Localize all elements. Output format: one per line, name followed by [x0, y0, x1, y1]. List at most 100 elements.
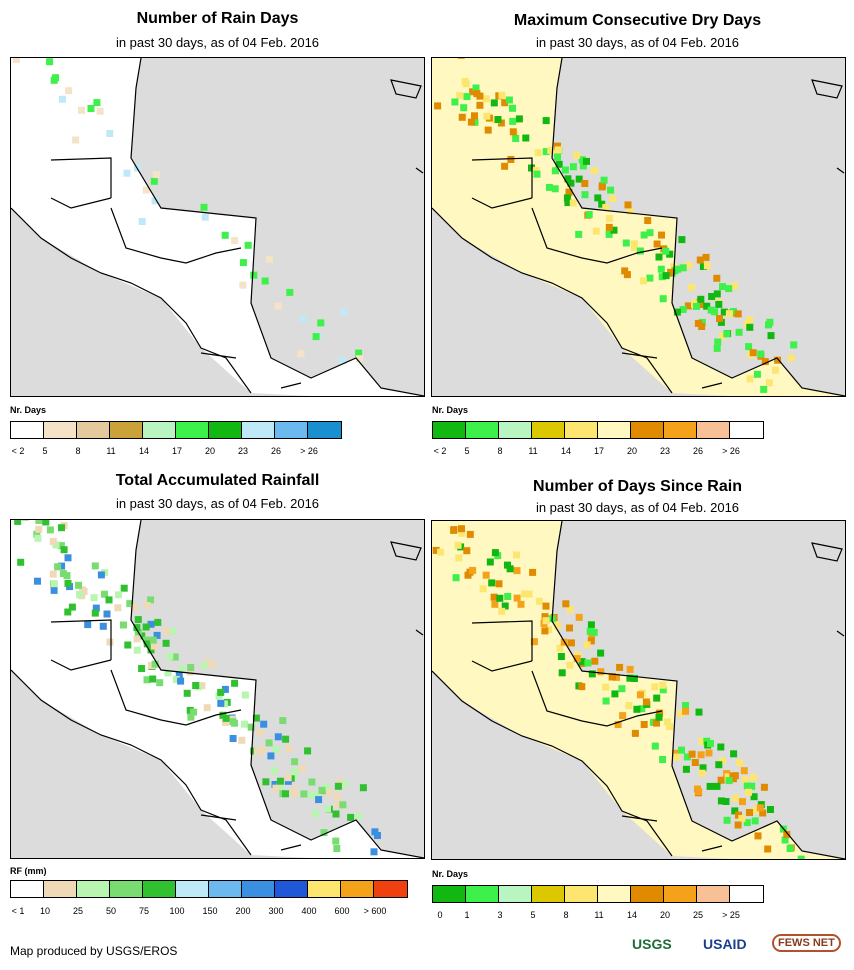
panel-1-legend [10, 421, 342, 439]
data-cell [729, 775, 737, 783]
data-cell [80, 588, 88, 595]
legend-tick-label: 600 [334, 906, 350, 916]
data-cell [699, 263, 707, 270]
data-cell [120, 621, 127, 629]
land-mass [432, 521, 845, 859]
data-cell [229, 735, 237, 742]
data-cell [106, 130, 114, 137]
legend-swatch [275, 422, 308, 438]
data-cell [57, 542, 65, 550]
pacific-coastline [11, 207, 252, 394]
data-cell [498, 91, 506, 99]
dry-days-map[interactable] [431, 57, 846, 397]
data-cell [619, 712, 627, 720]
data-cell [751, 817, 759, 825]
data-cell [666, 723, 673, 731]
data-cell [759, 809, 767, 817]
map-canvas [11, 58, 424, 396]
data-cell [655, 713, 663, 721]
data-cell [575, 230, 583, 238]
days-since-rain-map[interactable] [431, 520, 846, 860]
data-cell [513, 594, 521, 602]
data-cell [692, 302, 700, 310]
data-cell [72, 136, 80, 144]
data-cell [332, 837, 340, 845]
data-cell [631, 729, 639, 737]
legend-tick-label: 14 [560, 446, 572, 456]
data-cell [592, 227, 600, 235]
data-cell [221, 685, 229, 693]
data-cell [338, 357, 346, 365]
data-cell [677, 710, 685, 718]
data-cell [501, 99, 509, 107]
data-cell [150, 642, 158, 650]
data-cell [630, 240, 638, 248]
data-cell [666, 250, 674, 258]
pacific-coastline [432, 670, 673, 857]
data-cell [91, 562, 99, 570]
legend-swatch [77, 881, 110, 897]
caribbean-coastline [551, 521, 845, 859]
data-cell [533, 170, 541, 178]
data-cell [458, 113, 466, 121]
legend-tick-label: 17 [171, 446, 183, 456]
country-borders [50, 619, 302, 851]
data-cell [133, 624, 141, 632]
legend-tick-label: 26 [692, 446, 704, 456]
data-cell [460, 104, 468, 112]
data-cell [605, 223, 613, 231]
data-cell [513, 551, 520, 559]
data-cell [594, 194, 602, 202]
data-cell [667, 268, 675, 276]
panel-1-subtitle: in past 30 days, as of 04 Feb. 2016 [115, 35, 320, 50]
data-cell [282, 735, 290, 743]
data-cell [142, 623, 150, 631]
panel-4-legend [432, 885, 764, 903]
legend-tick-label: < 2 [11, 446, 25, 456]
data-cell [325, 789, 333, 797]
data-cell [154, 618, 162, 626]
data-cell [750, 793, 758, 801]
data-cell [147, 596, 155, 604]
data-cell [169, 627, 176, 635]
data-cell [682, 707, 690, 715]
data-cell [642, 698, 650, 706]
data-cell [707, 306, 715, 314]
data-cell [562, 600, 570, 608]
data-cell [797, 855, 805, 859]
data-cell [512, 135, 520, 142]
legend-swatch [275, 881, 308, 897]
pacific-coastline [432, 207, 673, 394]
data-cell [783, 830, 791, 838]
fews-net-logo[interactable]: FEWS NET [772, 934, 841, 952]
data-cell [644, 217, 652, 224]
data-cell [488, 579, 496, 587]
usaid-logo[interactable]: USAID [703, 936, 747, 952]
data-cell [725, 285, 733, 293]
usgs-logo[interactable]: USGS [632, 936, 672, 952]
data-cell [491, 600, 499, 608]
legend-swatch [44, 881, 77, 897]
data-cell [466, 530, 474, 538]
legend-tick-label: 11 [594, 910, 604, 920]
data-cell [786, 845, 794, 852]
data-cell [150, 177, 158, 185]
data-cell [605, 215, 613, 223]
data-cell [324, 805, 331, 813]
data-cell [315, 796, 323, 804]
data-cell [192, 682, 200, 689]
data-cell [276, 777, 284, 785]
data-cell [598, 183, 606, 191]
rainfall-map[interactable] [10, 519, 425, 859]
data-cell [33, 530, 41, 538]
data-cell [703, 737, 711, 745]
data-cell [274, 733, 282, 741]
data-cell [713, 782, 721, 790]
data-cell [486, 558, 494, 566]
data-cell [133, 635, 141, 643]
data-cell [12, 58, 20, 63]
rain-days-map[interactable] [10, 57, 425, 397]
data-cell [151, 197, 159, 205]
data-cell [756, 804, 764, 812]
data-cell [355, 349, 363, 357]
